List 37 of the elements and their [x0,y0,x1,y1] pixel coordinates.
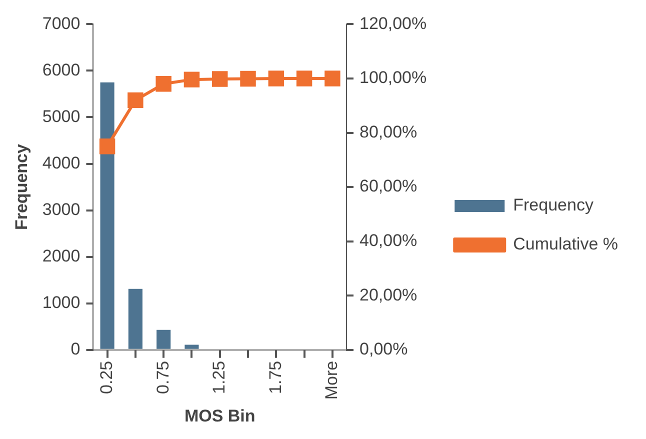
y2-tick-label: 60,00% [360,176,418,196]
y2-tick-label: 20,00% [360,285,418,304]
y-tick-label: 2000 [42,246,80,266]
point [324,70,340,86]
y-tick-label: 6000 [42,60,80,80]
point [99,138,116,154]
y-tick-label: 0 [70,340,80,359]
x-axis-title: MOS Bin [184,406,256,426]
y2-tick-label: 120,00% [360,14,427,33]
y2-tick-label: 100,00% [360,68,427,88]
point [212,71,228,87]
y-tick-label: 7000 [42,14,80,33]
point [184,72,200,88]
x-tick-label: 0.25 [96,360,116,394]
bar [184,344,199,349]
point [156,76,172,92]
y-tick-label: 1000 [42,293,80,312]
y2-tick-label: 40,00% [360,231,418,250]
point [128,92,144,108]
y-tick-label: 5000 [42,106,80,126]
point [240,70,256,87]
legend-label: Frequency [513,196,594,215]
bar [156,330,171,349]
bar [128,288,142,349]
y-tick-label: 3000 [42,200,80,219]
point [268,70,284,86]
x-tick-label: 1.25 [210,360,229,394]
x-tick-label: 1.75 [266,360,285,394]
legend-label: Cumulative % [513,234,618,254]
y-tick-label: 4000 [42,153,80,172]
point [296,70,312,86]
y2-tick-label: 0,00% [360,340,408,359]
y-axis-title: Frequency [12,144,31,230]
y2-tick-label: 80,00% [360,122,418,142]
x-tick-label: 0.75 [153,360,172,394]
x-tick-label: More [322,360,342,400]
bar [100,82,114,349]
